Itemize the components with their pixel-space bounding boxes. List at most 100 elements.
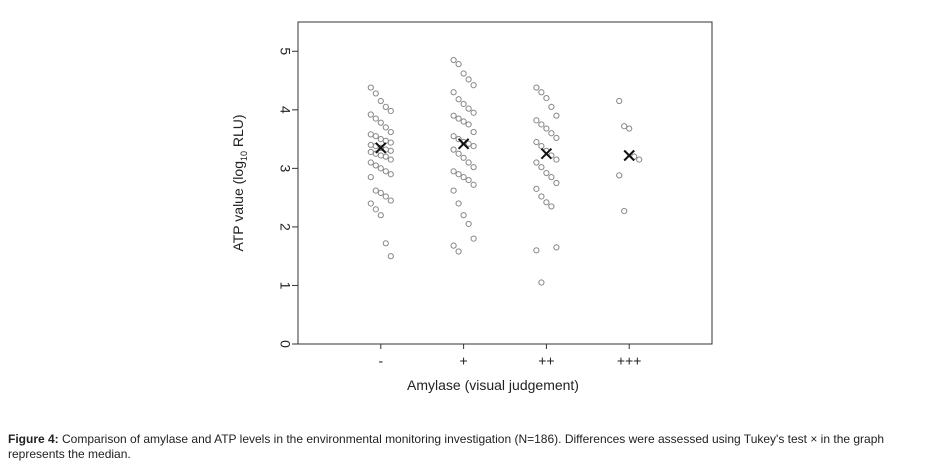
data-point: [455, 61, 462, 68]
y-tick-label: 1: [277, 282, 293, 290]
chart: ATP value (log10 RLU) Amylase (visual ju…: [230, 21, 713, 393]
y-tick-label: 5: [277, 47, 293, 55]
data-point: [387, 107, 394, 115]
data-point: [533, 138, 540, 146]
data-point: [387, 139, 394, 146]
y-axis-label: ATP value (log10 RLU): [230, 114, 249, 251]
data-point: [455, 171, 462, 178]
data-point: [460, 100, 467, 108]
y-tick-label: 0: [277, 340, 293, 348]
data-point: [455, 150, 462, 157]
data-point: [621, 123, 628, 130]
x-tick-label: +: [460, 353, 468, 369]
data-point: [367, 131, 374, 138]
data-point: [377, 165, 384, 172]
data-point: [460, 70, 467, 77]
data-point: [372, 90, 379, 97]
data-point: [543, 95, 550, 102]
data-point: [553, 156, 560, 163]
data-point: [553, 244, 560, 251]
data-point: [367, 148, 374, 156]
data-point: [387, 197, 394, 204]
y-tick-label: 2: [277, 223, 293, 231]
data-point: [455, 200, 462, 207]
data-point: [538, 193, 545, 200]
median-marker: [623, 149, 635, 162]
data-point: [455, 135, 462, 143]
median-marker: [540, 148, 553, 160]
data-point: [382, 124, 389, 131]
data-point: [382, 137, 389, 144]
data-point: [543, 125, 550, 132]
data-point: [470, 128, 477, 136]
data-point: [553, 179, 560, 187]
data-point: [372, 206, 379, 213]
data-point: [465, 159, 472, 166]
data-point: [465, 76, 472, 83]
y-tick-label: 4: [277, 106, 293, 114]
data-point: [455, 96, 462, 103]
data-point: [616, 97, 623, 105]
data-point: [460, 212, 467, 219]
data-point: [387, 156, 394, 163]
data-point: [367, 141, 374, 149]
data-point: [553, 134, 560, 142]
data-point: [533, 84, 540, 91]
data-point: [460, 118, 467, 125]
data-point: [372, 133, 379, 140]
data-point: [450, 146, 457, 153]
data-point: [450, 56, 457, 64]
data-point: [636, 156, 643, 163]
data-point: [548, 130, 555, 137]
data-point: [533, 185, 540, 192]
data-point: [372, 115, 379, 122]
data-point: [538, 121, 545, 128]
data-point: [387, 253, 394, 260]
data-point: [616, 172, 623, 179]
data-point: [470, 109, 477, 116]
caption: Figure 4: Comparison of amylase and ATP …: [8, 432, 933, 462]
data-point: [387, 171, 394, 178]
data-point: [533, 117, 540, 124]
data-point: [455, 115, 462, 122]
data-point: [470, 235, 477, 242]
data-point: [548, 103, 555, 110]
data-point: [377, 119, 384, 126]
data-point: [372, 162, 379, 169]
data-point: [465, 140, 472, 147]
data-point: [470, 143, 477, 150]
data-point: [367, 111, 374, 118]
data-point: [538, 89, 545, 96]
data-point: [460, 154, 467, 161]
data-point: [372, 187, 379, 194]
data-point: [548, 174, 555, 181]
data-point: [543, 199, 550, 206]
data-point: [460, 174, 467, 181]
data-point: [470, 181, 477, 188]
data-point: [377, 135, 384, 143]
data-point: [450, 187, 457, 194]
data-point: [367, 159, 374, 166]
data-point: [377, 152, 384, 159]
data-point: [377, 97, 384, 105]
data-point: [553, 112, 560, 119]
data-point: [533, 247, 540, 254]
x-tick-label: ++: [538, 353, 554, 369]
data-point: [367, 200, 374, 207]
data-point: [382, 153, 389, 160]
data-point: [538, 279, 545, 286]
median-marker: [375, 142, 387, 154]
data-point: [382, 240, 389, 247]
data-point: [387, 147, 394, 154]
data-point: [626, 125, 633, 132]
data-point: [382, 193, 389, 200]
data-point: [450, 89, 457, 96]
caption-label: Figure 4:: [8, 432, 59, 446]
data-point: [450, 133, 457, 140]
x-axis-label: Amylase (visual judgement): [407, 377, 579, 393]
x-tick-label: -: [378, 353, 383, 369]
median-marker: [457, 138, 470, 150]
data-point: [533, 159, 540, 166]
data-point: [387, 128, 394, 136]
